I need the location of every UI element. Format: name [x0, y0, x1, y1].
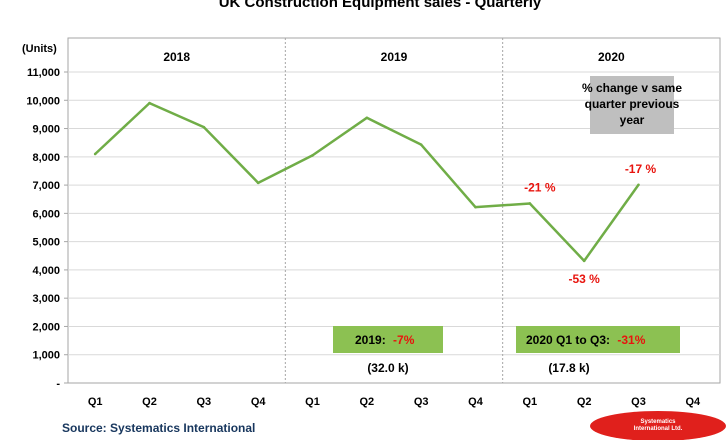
summary-2020-total: (17.8 k): [548, 361, 589, 375]
summary-2019-pct: -7%: [393, 333, 415, 347]
x-tick-label: Q2: [142, 396, 157, 408]
data-point: [419, 143, 423, 146]
x-axis-ticks: Q1 Q2 Q3 Q4 Q1 Q2 Q3 Q4 Q1 Q2 Q3 Q4: [88, 396, 701, 408]
percent-label: -21 %: [524, 180, 556, 194]
logo-line-1: Systematics: [640, 419, 676, 425]
summary-2019: 2019: -7% (32.0 k): [333, 326, 443, 375]
x-tick-label: Q3: [196, 396, 211, 408]
y-tick-label: 7,000: [32, 180, 60, 192]
summary-2019-total: (32.0 k): [367, 361, 408, 375]
y-axis-ticks: - 1,000 2,000 3,000 4,000 5,000 6,000 7,000 8,00…: [26, 67, 68, 390]
x-tick-label: Q2: [359, 396, 374, 408]
percent-label: -17 %: [625, 162, 657, 176]
data-point: [582, 259, 586, 263]
y-axis-label: (Units): [22, 43, 57, 55]
note-line-3: year: [620, 113, 645, 127]
x-tick-label: Q3: [631, 396, 646, 408]
data-point: [637, 183, 640, 187]
summary-2019-box: [333, 326, 443, 353]
data-point: [202, 125, 206, 129]
plot-border: [67, 37, 721, 384]
company-logo: Systematics International Ltd.: [590, 411, 726, 440]
y-tick-label: 10,000: [26, 95, 60, 107]
series-line: [94, 101, 640, 263]
year-label: 2018: [163, 50, 190, 64]
logo-shape: [590, 411, 726, 440]
x-tick-label: Q1: [88, 396, 103, 408]
summary-2020-period: 2020 Q1 to Q3:: [526, 333, 610, 347]
data-point: [528, 202, 532, 205]
y-tick-label: -: [56, 378, 60, 390]
x-tick-label: Q4: [251, 396, 267, 408]
summary-2019-label: 2019: -7%: [355, 333, 415, 347]
y-tick-label: 5,000: [32, 237, 60, 249]
y-tick-label: 3,000: [32, 293, 60, 305]
data-point: [93, 152, 97, 156]
note-line-1: % change v same: [582, 81, 682, 95]
y-tick-label: 8,000: [32, 152, 60, 164]
note-line-2: quarter previous: [585, 97, 680, 111]
y-tick-label: 6,000: [32, 208, 60, 220]
y-tick-label: 2,000: [32, 321, 60, 333]
y-tick-label: 1,000: [32, 350, 60, 362]
data-point: [365, 116, 369, 120]
x-tick-label: Q1: [305, 396, 320, 408]
note-box-background: [590, 76, 674, 134]
data-point: [148, 101, 151, 105]
logo-line-2: International Ltd.: [634, 426, 683, 432]
x-tick-label: Q4: [468, 396, 484, 408]
source-note: Source: Systematics International: [62, 421, 255, 435]
year-labels: 2018 2019 2020: [163, 50, 625, 64]
note-box: % change v same quarter previous year: [582, 76, 682, 134]
percent-labels: -21 % -53 % -17 %: [524, 162, 656, 286]
year-label: 2019: [381, 50, 408, 64]
year-label: 2020: [598, 50, 625, 64]
x-tick-label: Q4: [685, 396, 701, 408]
data-point: [474, 205, 477, 209]
summary-2020-pct: -31%: [617, 333, 645, 347]
x-tick-label: Q2: [577, 396, 592, 408]
chart-title: UK Construction Equipment sales - Quarte…: [219, 0, 542, 11]
summary-2020-label: 2020 Q1 to Q3: -31%: [526, 333, 646, 347]
x-tick-label: Q1: [522, 396, 537, 408]
summary-2020-box: [516, 326, 680, 353]
summary-2020: 2020 Q1 to Q3: -31% (17.8 k): [516, 326, 680, 375]
data-point: [311, 154, 314, 157]
y-tick-label: 4,000: [32, 265, 60, 277]
data-point: [256, 181, 260, 185]
x-tick-label: Q3: [414, 396, 429, 408]
percent-label: -53 %: [568, 272, 600, 286]
y-tick-label: 9,000: [32, 124, 60, 136]
series-group: [93, 101, 640, 263]
summary-2019-year: 2019:: [355, 333, 386, 347]
y-tick-label: 11,000: [27, 67, 60, 79]
